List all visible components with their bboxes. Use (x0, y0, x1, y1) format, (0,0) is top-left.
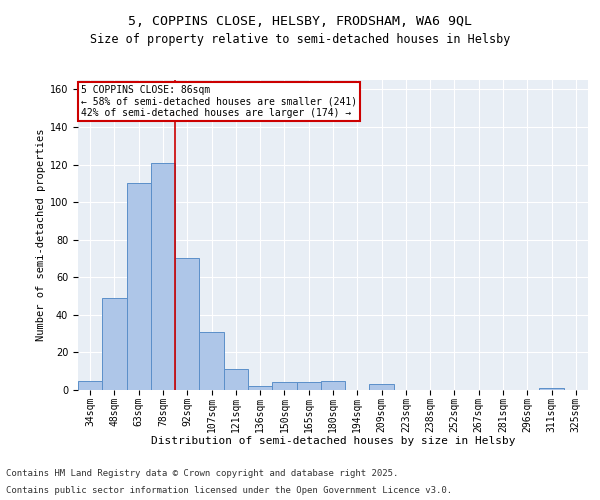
X-axis label: Distribution of semi-detached houses by size in Helsby: Distribution of semi-detached houses by … (151, 436, 515, 446)
Text: 5, COPPINS CLOSE, HELSBY, FRODSHAM, WA6 9QL: 5, COPPINS CLOSE, HELSBY, FRODSHAM, WA6 … (128, 15, 472, 28)
Bar (296, 382, 321, 390)
Bar (127, 184, 151, 390)
Bar (224, 370, 248, 390)
Text: Size of property relative to semi-detached houses in Helsby: Size of property relative to semi-detach… (90, 32, 510, 46)
Bar (78, 380, 102, 390)
Bar (102, 298, 127, 390)
Bar (539, 388, 564, 390)
Bar (248, 386, 272, 390)
Text: Contains HM Land Registry data © Crown copyright and database right 2025.: Contains HM Land Registry data © Crown c… (6, 468, 398, 477)
Text: Contains public sector information licensed under the Open Government Licence v3: Contains public sector information licen… (6, 486, 452, 495)
Bar (175, 258, 199, 390)
Y-axis label: Number of semi-detached properties: Number of semi-detached properties (35, 128, 46, 341)
Bar (272, 382, 296, 390)
Bar (199, 332, 224, 390)
Text: 5 COPPINS CLOSE: 86sqm
← 58% of semi-detached houses are smaller (241)
42% of se: 5 COPPINS CLOSE: 86sqm ← 58% of semi-det… (80, 84, 356, 118)
Bar (370, 384, 394, 390)
Bar (321, 380, 345, 390)
Bar (151, 162, 175, 390)
